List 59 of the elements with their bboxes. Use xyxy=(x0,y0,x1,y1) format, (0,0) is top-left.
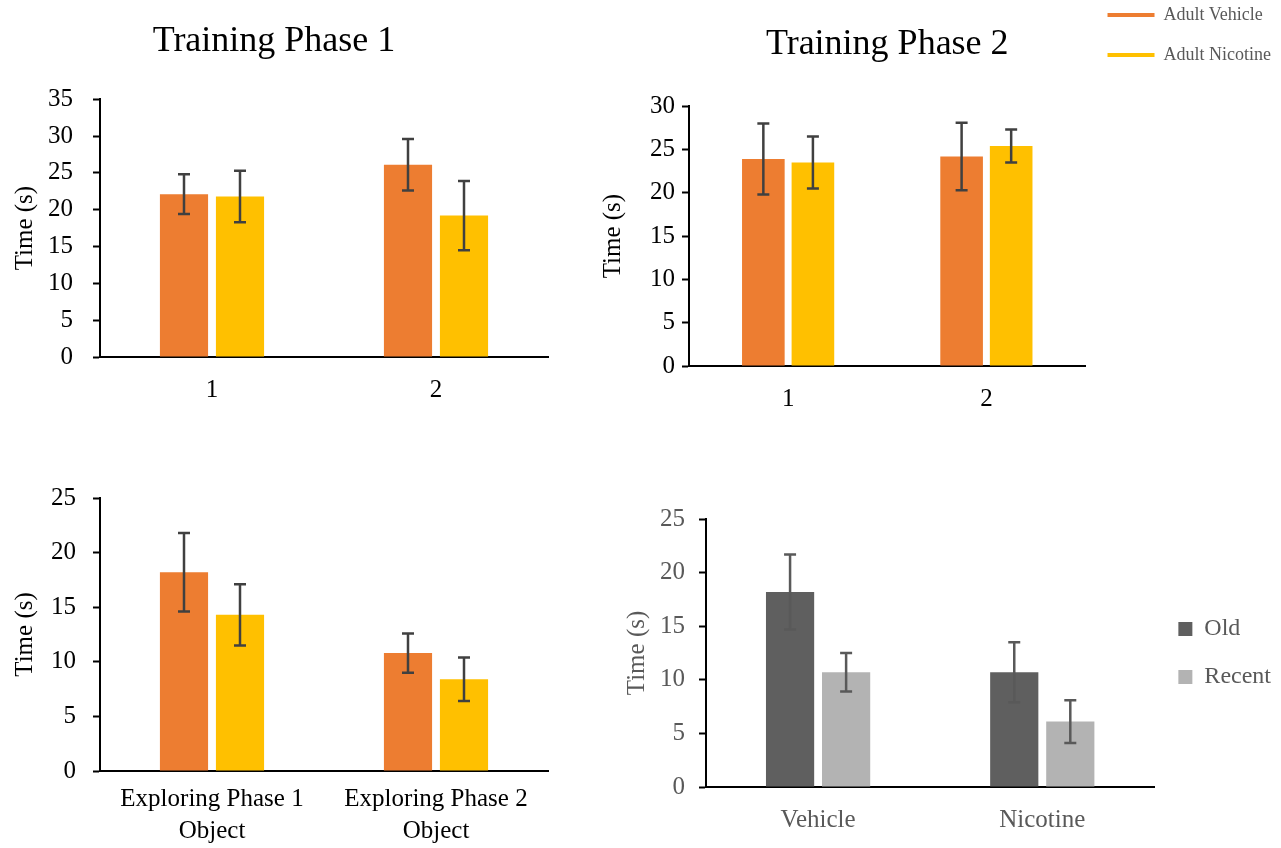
y-axis-title: Time (s) xyxy=(597,193,626,279)
y-tick-label: 20 xyxy=(650,177,675,205)
y-tick-label: 20 xyxy=(660,557,685,585)
x-tick-label: Exploring Phase 2 Object xyxy=(344,783,528,843)
bar xyxy=(791,162,835,366)
x-tick-label: 2 xyxy=(429,374,443,402)
y-tick-label: 0 xyxy=(662,350,675,378)
y-tick-label: 15 xyxy=(51,591,76,619)
y-tick-label: 0 xyxy=(672,771,685,799)
chart-title: Training Phase 1 xyxy=(152,19,396,60)
y-tick-label: 25 xyxy=(51,482,76,510)
y-tick-label: 20 xyxy=(48,194,73,222)
bar xyxy=(742,159,785,366)
y-tick-label: 35 xyxy=(48,83,73,111)
legend-label: Old xyxy=(1204,614,1241,641)
y-tick-label: 20 xyxy=(51,537,76,565)
bar xyxy=(383,164,433,357)
y-tick-label: 15 xyxy=(660,610,685,638)
x-tick-label: Nicotine xyxy=(999,804,1086,832)
y-tick-label: 10 xyxy=(48,267,73,295)
y-tick-label: 25 xyxy=(650,134,675,162)
y-tick-label: 25 xyxy=(660,503,685,531)
bar xyxy=(215,196,265,357)
bar xyxy=(439,679,489,771)
bar xyxy=(159,194,209,357)
bar xyxy=(1046,721,1095,787)
legend-label: Adult Nicotine xyxy=(1163,43,1272,64)
y-tick-label: 5 xyxy=(63,700,76,728)
y-tick-label: 10 xyxy=(650,263,675,291)
y-tick-label: 10 xyxy=(51,646,76,674)
x-tick-label: 2 xyxy=(980,383,993,411)
bar xyxy=(383,653,433,771)
legend-label: Recent xyxy=(1204,662,1272,689)
bar xyxy=(940,156,983,366)
bar xyxy=(989,146,1033,366)
x-tick-label: 1 xyxy=(205,374,219,402)
y-axis-title: Time (s) xyxy=(621,610,650,696)
y-tick-label: 30 xyxy=(48,120,73,148)
legend-label: Adult Vehicle xyxy=(1163,3,1263,24)
y-tick-label: 5 xyxy=(672,717,685,745)
y-tick-label: 5 xyxy=(662,307,675,335)
y-tick-label: 15 xyxy=(650,220,675,248)
bar xyxy=(439,215,489,357)
x-tick-label: 1 xyxy=(781,383,795,411)
y-axis-title: Time (s) xyxy=(9,185,38,271)
bar xyxy=(822,672,871,787)
y-tick-label: 25 xyxy=(48,157,73,185)
y-tick-label: 30 xyxy=(650,90,675,118)
bar xyxy=(159,572,209,771)
y-tick-label: 10 xyxy=(660,664,685,692)
y-tick-label: 15 xyxy=(48,231,73,259)
bar xyxy=(215,614,265,771)
x-tick-label: Exploring Phase 1 Object xyxy=(120,783,304,843)
y-axis-title: Time (s) xyxy=(9,592,38,677)
x-tick-label: Vehicle xyxy=(780,804,856,832)
y-tick-label: 0 xyxy=(60,341,73,369)
chart-title: Training Phase 2 xyxy=(765,22,1009,63)
y-tick-label: 0 xyxy=(63,755,76,783)
y-tick-label: 5 xyxy=(60,304,73,332)
